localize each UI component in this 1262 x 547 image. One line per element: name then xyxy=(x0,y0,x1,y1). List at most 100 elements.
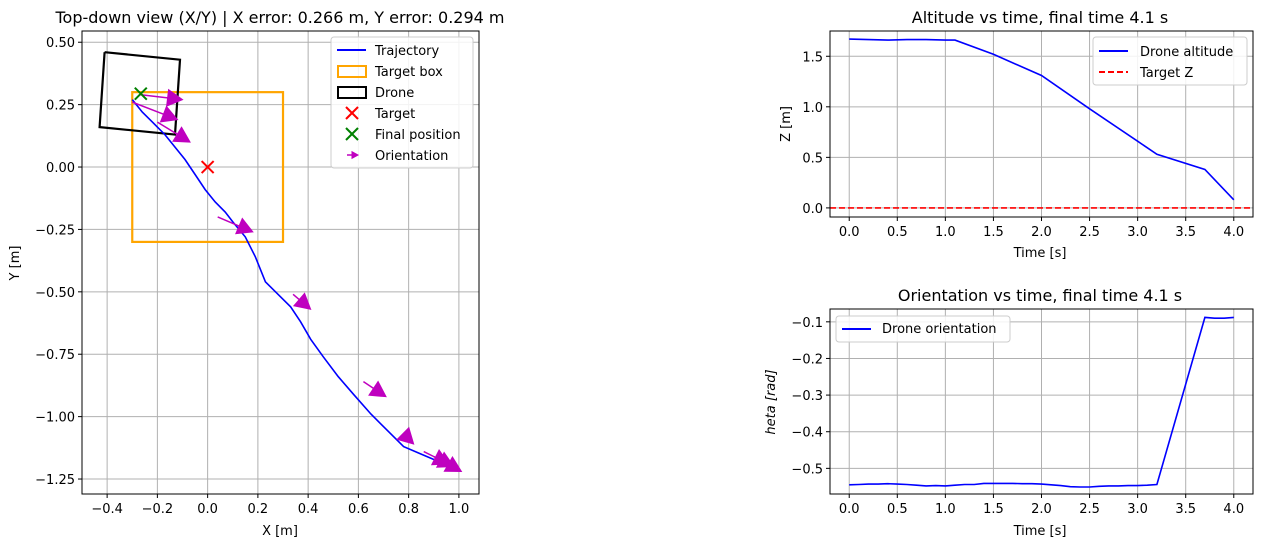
altitude-line xyxy=(849,38,1235,201)
legend-target-swatch xyxy=(345,106,359,120)
x-tick-label: 0.6 xyxy=(348,502,369,517)
x-tick-label: 1.0 xyxy=(935,502,956,517)
x-tick-label: −0.4 xyxy=(91,502,123,517)
orientation-arrow-shaft xyxy=(423,450,436,459)
target-box xyxy=(131,91,285,244)
y-tick-label: −1.00 xyxy=(35,411,75,426)
x-tick-label: 2.0 xyxy=(1031,225,1052,240)
x-tick-label: 3.5 xyxy=(1175,502,1196,517)
altitude-plot-area xyxy=(830,38,1253,209)
legend-trajectory-label: Trajectory xyxy=(374,44,439,59)
drone-outline xyxy=(98,51,182,136)
legend-final-swatch xyxy=(345,127,359,141)
orientation-arrow-head xyxy=(443,455,463,473)
orientation-arrow xyxy=(292,292,312,310)
legend-final-label: Final position xyxy=(375,128,461,143)
orientation-legend: Drone orientation xyxy=(835,315,1011,343)
orientation-frame xyxy=(829,308,1254,495)
topdown-frame xyxy=(81,30,480,495)
orientation-xlabel: Time [s] xyxy=(1013,524,1067,539)
altitude-ylabel: Z [m] xyxy=(779,106,794,142)
orientation-arrow-head xyxy=(159,105,179,123)
legend-final-marker xyxy=(345,127,359,141)
altitude-legend: Drone altitude Target Z xyxy=(1092,36,1248,86)
orientation-arrow-shaft xyxy=(131,101,164,115)
orientation-chart: Orientation vs time, final time 4.1 s Ti… xyxy=(764,286,1254,539)
legend-final-marker-stroke xyxy=(345,127,359,141)
final-position-marker xyxy=(134,86,148,101)
x-tick-label: 3.5 xyxy=(1175,225,1196,240)
orientation-ylabel: heta [rad] xyxy=(764,369,779,434)
orientation-arrow xyxy=(396,426,415,445)
topdown-title: Top-down view (X/Y) | X error: 0.266 m, … xyxy=(54,8,504,27)
topdown-xlabel: X [m] xyxy=(262,524,298,539)
target-marker xyxy=(200,160,215,174)
legend-orientation-arrow-head xyxy=(351,150,360,160)
orientation-grid xyxy=(830,309,1253,494)
orientation-arrow-shaft xyxy=(443,460,449,465)
orientation-arrow-shaft xyxy=(292,293,300,301)
orientation-arrow-shaft xyxy=(156,121,178,135)
altitude-ticks: 0.0 0.5 1.0 1.5 2.0 2.5 3.0 3.5 4.0 0.0 0.5 1.0 1.5 xyxy=(802,50,1244,240)
target-marker-stroke xyxy=(200,160,215,174)
y-tick-label: −0.75 xyxy=(35,348,75,363)
altitude-legend-box xyxy=(1092,36,1248,86)
y-tick-label: 0.50 xyxy=(46,36,75,51)
legend-drone-altitude-label: Drone altitude xyxy=(1140,45,1233,60)
x-tick-label: 2.5 xyxy=(1079,502,1100,517)
legend-drone-orientation-label: Drone orientation xyxy=(882,322,997,337)
y-tick-label: −0.50 xyxy=(35,286,75,301)
x-tick-label: 2.0 xyxy=(1031,502,1052,517)
legend-target-box-swatch xyxy=(337,65,367,78)
x-tick-label: 0.8 xyxy=(398,502,419,517)
x-tick-label: 0.2 xyxy=(248,502,269,517)
y-tick-label: −0.25 xyxy=(35,223,75,238)
orientation-title: Orientation vs time, final time 4.1 s xyxy=(898,286,1182,305)
legend-target-box-label: Target box xyxy=(374,65,443,80)
orientation-arrow xyxy=(217,216,254,235)
orientation-arrow-head xyxy=(235,217,254,235)
orientation-arrow-head xyxy=(396,426,415,445)
x-tick-label: 3.0 xyxy=(1127,225,1148,240)
x-tick-label: 0.4 xyxy=(298,502,319,517)
legend-drone-label: Drone xyxy=(375,86,414,101)
x-tick-label: 1.0 xyxy=(935,225,956,240)
y-tick-label: 1.5 xyxy=(802,50,823,65)
x-tick-label: 1.0 xyxy=(449,502,470,517)
orientation-arrow xyxy=(156,121,191,143)
legend-target-label: Target xyxy=(374,107,415,122)
legend-drone-swatch xyxy=(337,86,367,99)
y-tick-label: 1.0 xyxy=(802,101,823,116)
y-tick-label: −0.3 xyxy=(791,389,823,404)
y-tick-label: 0.00 xyxy=(46,161,75,176)
legend-target-z-label: Target Z xyxy=(1139,66,1193,81)
y-tick-label: −0.1 xyxy=(791,316,823,331)
x-tick-label: 4.0 xyxy=(1223,502,1244,517)
x-tick-label: 1.5 xyxy=(983,225,1004,240)
x-tick-label: 0.0 xyxy=(839,502,860,517)
y-tick-label: −0.2 xyxy=(791,352,823,367)
x-tick-label: 4.0 xyxy=(1223,225,1244,240)
y-tick-label: −1.25 xyxy=(35,473,75,488)
y-tick-label: −0.4 xyxy=(791,426,823,441)
orientation-arrow-shaft xyxy=(139,93,168,99)
x-tick-label: 0.0 xyxy=(839,225,860,240)
orientation-arrow-head xyxy=(166,88,184,107)
trajectory-line xyxy=(131,99,460,470)
final-position-marker-stroke xyxy=(134,86,148,101)
legend-orientation-label: Orientation xyxy=(375,149,448,164)
altitude-frame xyxy=(829,30,1254,218)
topdown-ylabel: Y [m] xyxy=(8,246,23,282)
orientation-legend-box xyxy=(835,315,1011,343)
y-tick-label: 0.0 xyxy=(802,202,823,217)
legend-target-marker xyxy=(345,106,359,120)
legend-orientation-swatch xyxy=(347,150,360,160)
x-tick-label: 2.5 xyxy=(1079,225,1100,240)
orientation-arrow xyxy=(139,88,184,107)
orientation-line xyxy=(849,316,1234,488)
orientation-arrow xyxy=(443,455,463,473)
topdown-legend: Trajectory Target box Drone Target Final… xyxy=(330,36,474,169)
orientation-plot-area xyxy=(849,316,1234,488)
x-tick-label: 0.5 xyxy=(887,502,908,517)
